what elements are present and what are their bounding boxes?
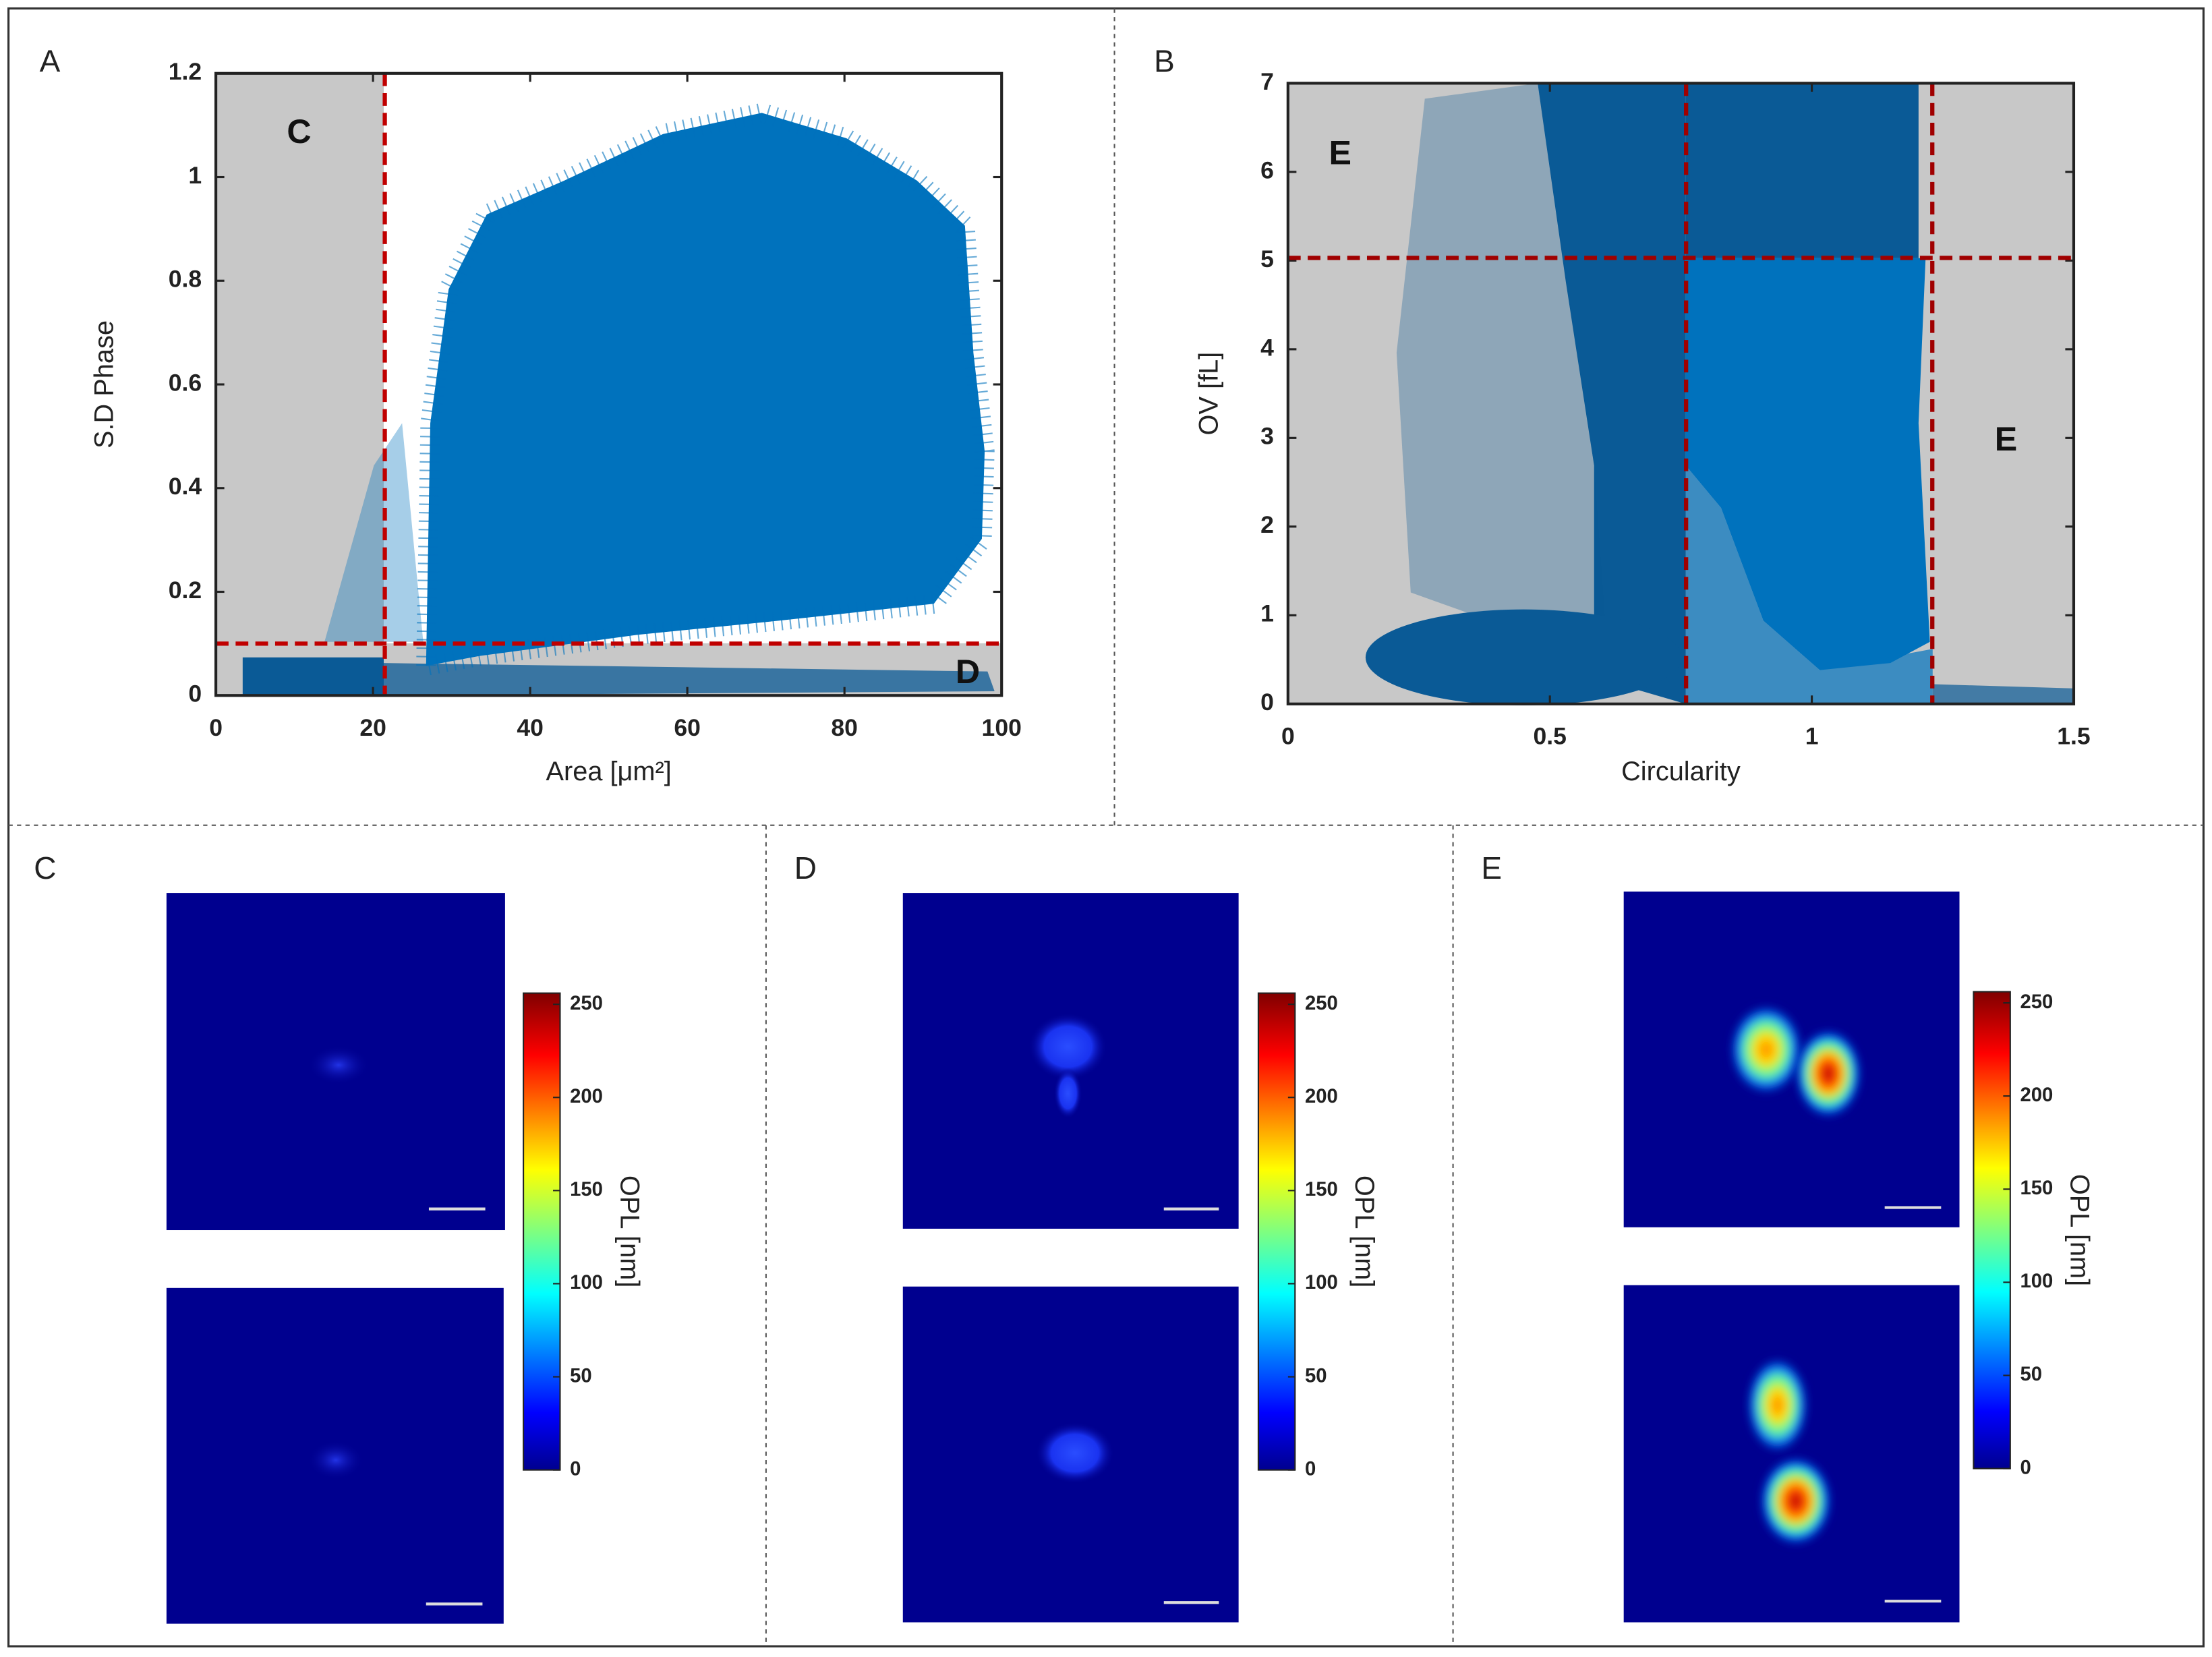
x-tick-label: 20 <box>359 714 386 741</box>
colorbar-tick-label: 0 <box>1305 1457 1316 1480</box>
region-label: E <box>1329 134 1351 171</box>
x-axis-label: Area [μm²] <box>546 757 672 786</box>
colorbar-tick-label: 200 <box>2020 1084 2053 1106</box>
y-axis-label: OV [fL] <box>1194 352 1223 436</box>
y-tick-label: 0 <box>188 680 202 707</box>
colorbar-tick-label: 250 <box>1305 992 1338 1014</box>
y-tick-label: 1 <box>1260 600 1274 627</box>
region-label: D <box>956 653 980 691</box>
panel-label: D <box>794 850 817 885</box>
colorbar <box>523 992 561 1471</box>
y-tick-label: 5 <box>1260 245 1274 272</box>
y-tick-label: 3 <box>1260 423 1274 450</box>
x-tick-label: 0 <box>209 714 223 741</box>
colorbar-tick-label: 250 <box>2020 991 2053 1013</box>
y-tick-label: 7 <box>1260 68 1274 95</box>
colorbar-label: OPL [nm] <box>614 1175 644 1287</box>
plot-box <box>214 71 1003 697</box>
y-tick-label: 0.2 <box>169 577 202 604</box>
colorbar <box>1973 991 2011 1470</box>
colorbar <box>1257 992 1296 1471</box>
panel-label: A <box>40 43 61 78</box>
colorbar-tick-label: 250 <box>570 992 603 1014</box>
scatter-cloud-a <box>216 73 1002 696</box>
panel-label: E <box>1481 850 1502 885</box>
panel-label: C <box>34 850 56 885</box>
colorbar-tick-label: 100 <box>570 1271 603 1293</box>
y-tick-label: 2 <box>1260 511 1274 538</box>
dividers <box>8 8 2204 1647</box>
y-tick-label: 0.4 <box>169 473 202 500</box>
y-tick-label: 0 <box>1260 689 1274 716</box>
x-tick-label: 40 <box>517 714 544 741</box>
y-tick-label: 0.8 <box>169 266 202 293</box>
y-axis-label: S.D Phase <box>89 320 119 448</box>
x-tick-label: 1 <box>1805 722 1819 749</box>
colorbar-tick-label: 0 <box>2020 1456 2031 1478</box>
x-tick-label: 60 <box>674 714 701 741</box>
colorbar-tick-label: 200 <box>570 1085 603 1107</box>
opl-images <box>166 892 1960 1624</box>
plot-box <box>1286 82 2076 705</box>
frame <box>7 7 2205 1648</box>
colorbar-tick-label: 100 <box>1305 1271 1338 1293</box>
colorbar-label: OPL [nm] <box>1349 1175 1379 1287</box>
colorbar-tick-label: 50 <box>2020 1363 2042 1385</box>
y-tick-label: 1 <box>188 162 202 189</box>
y-tick-label: 6 <box>1260 156 1274 183</box>
x-tick-label: 0.5 <box>1534 722 1567 749</box>
colorbar-tick-label: 200 <box>1305 1085 1338 1107</box>
colorbar-tick-label: 150 <box>2020 1177 2053 1199</box>
x-axis-label: Circularity <box>1621 757 1741 786</box>
x-tick-label: 0 <box>1281 722 1295 749</box>
colorbar-tick-label: 50 <box>1305 1364 1327 1387</box>
scatter-cloud-b <box>1287 83 2074 705</box>
colorbar-tick-label: 150 <box>1305 1178 1338 1200</box>
colorbar-tick-label: 100 <box>2020 1270 2053 1292</box>
x-tick-label: 80 <box>831 714 858 741</box>
y-tick-label: 1.2 <box>169 58 202 85</box>
y-tick-label: 0.6 <box>169 369 202 396</box>
y-tick-label: 4 <box>1260 334 1274 361</box>
colorbar-tick-label: 0 <box>570 1457 581 1480</box>
colorbar-label: OPL [nm] <box>2065 1174 2095 1286</box>
x-tick-label: 1.5 <box>2057 722 2090 749</box>
region-label: C <box>287 113 311 150</box>
colorbar-tick-label: 150 <box>570 1178 603 1200</box>
x-tick-label: 100 <box>982 714 1022 741</box>
region-label: E <box>1995 420 2017 458</box>
colorbar-tick-label: 50 <box>570 1364 592 1387</box>
panel-label: B <box>1154 43 1175 78</box>
